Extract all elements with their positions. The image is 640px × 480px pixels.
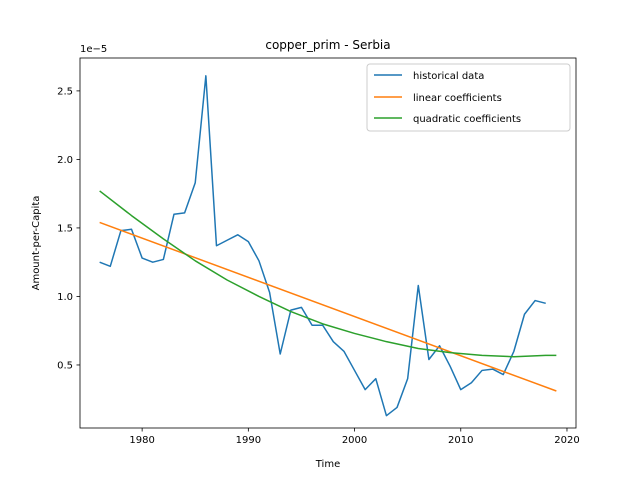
axes-frame — [79, 57, 577, 429]
y-tick-label: 1.5 — [57, 223, 73, 234]
y-tick-label: 2.0 — [57, 155, 73, 166]
x-tick-label: 2000 — [342, 435, 367, 446]
y-tick-label: 0.5 — [57, 360, 73, 371]
legend-label-historical: historical data — [413, 71, 484, 82]
legend-label-quadratic: quadratic coefficients — [413, 114, 521, 125]
x-tick-label: 2010 — [448, 435, 473, 446]
legend-frame — [366, 63, 571, 132]
y-scale-offset-label: 1e−5 — [80, 44, 107, 55]
chart-title: copper_prim - Serbia — [265, 38, 390, 52]
y-axis-label: Amount-per-Capita — [31, 196, 42, 291]
series-line-2 — [99, 190, 557, 358]
x-tick-label: 1980 — [129, 435, 154, 446]
x-tick-label: 2020 — [554, 435, 579, 446]
y-tick-label: 1.0 — [57, 292, 73, 303]
series-line-0 — [99, 75, 546, 417]
series-layer — [99, 75, 557, 417]
legend: historical data linear coefficients quad… — [366, 63, 571, 132]
axes-layer: 1980 1990 2000 2010 2020 0.5 1.0 1.5 2.0 2.5 — [57, 57, 580, 446]
series-line-1 — [99, 221, 557, 392]
legend-label-linear: linear coefficients — [413, 93, 502, 104]
y-tick-label: 2.5 — [57, 86, 73, 97]
x-tick-label: 1990 — [236, 435, 261, 446]
x-axis-label: Time — [315, 459, 340, 470]
